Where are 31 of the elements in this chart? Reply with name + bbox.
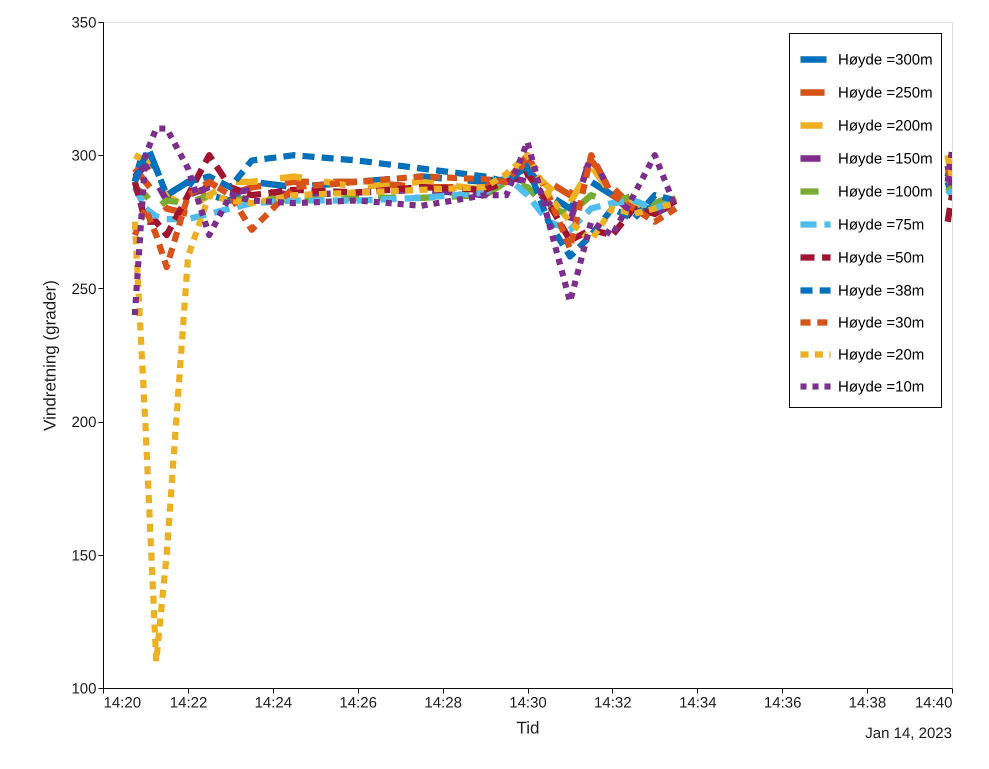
x-tick-label: 14:28 (424, 694, 462, 712)
x-tick-label: 14:26 (339, 694, 377, 712)
legend-label: Høyde =10m (838, 378, 924, 396)
legend-label: Høyde =30m (838, 314, 924, 332)
x-tick-label: 14:36 (764, 694, 802, 712)
x-tick-label: 14:32 (594, 694, 632, 712)
legend-label: Høyde =300m (838, 52, 933, 68)
y-tick-label: 100 (71, 680, 96, 698)
x-tick-label: 14:20 (104, 694, 142, 712)
series-label: Høyde =100m (838, 184, 933, 200)
legend-label: Høyde =20m (838, 346, 924, 364)
legend-label: Høyde =250m (838, 84, 933, 102)
x-tick-label: 14:38 (848, 694, 886, 712)
x-tick-label: 14:30 (509, 694, 547, 712)
x-tick-label: 14:34 (679, 694, 717, 712)
x-tick-label: 14:22 (170, 694, 208, 712)
text: Jan 14, 2023 (865, 725, 952, 742)
x-axis-title: Tid (516, 718, 540, 738)
legend-label: Høyde =200m (838, 118, 933, 134)
legend-label: Høyde =150m (838, 150, 933, 168)
y-tick-label: 350 (71, 14, 96, 32)
y-tick-label: 250 (71, 280, 96, 298)
y-tick-label: 150 (71, 547, 96, 564)
y-tick-label: 300 (71, 148, 96, 165)
y-tick-label: 200 (71, 414, 96, 432)
legend-label: Høyde =75m (838, 216, 924, 234)
legend-label: Høyde =38m (838, 282, 924, 300)
legend-label: Høyde =50m (838, 250, 924, 266)
x-tick-label: 14:24 (254, 694, 292, 712)
y-axis-title: Vindretning (grader) (40, 280, 60, 431)
x-tick-label: 14:40 (914, 694, 952, 712)
